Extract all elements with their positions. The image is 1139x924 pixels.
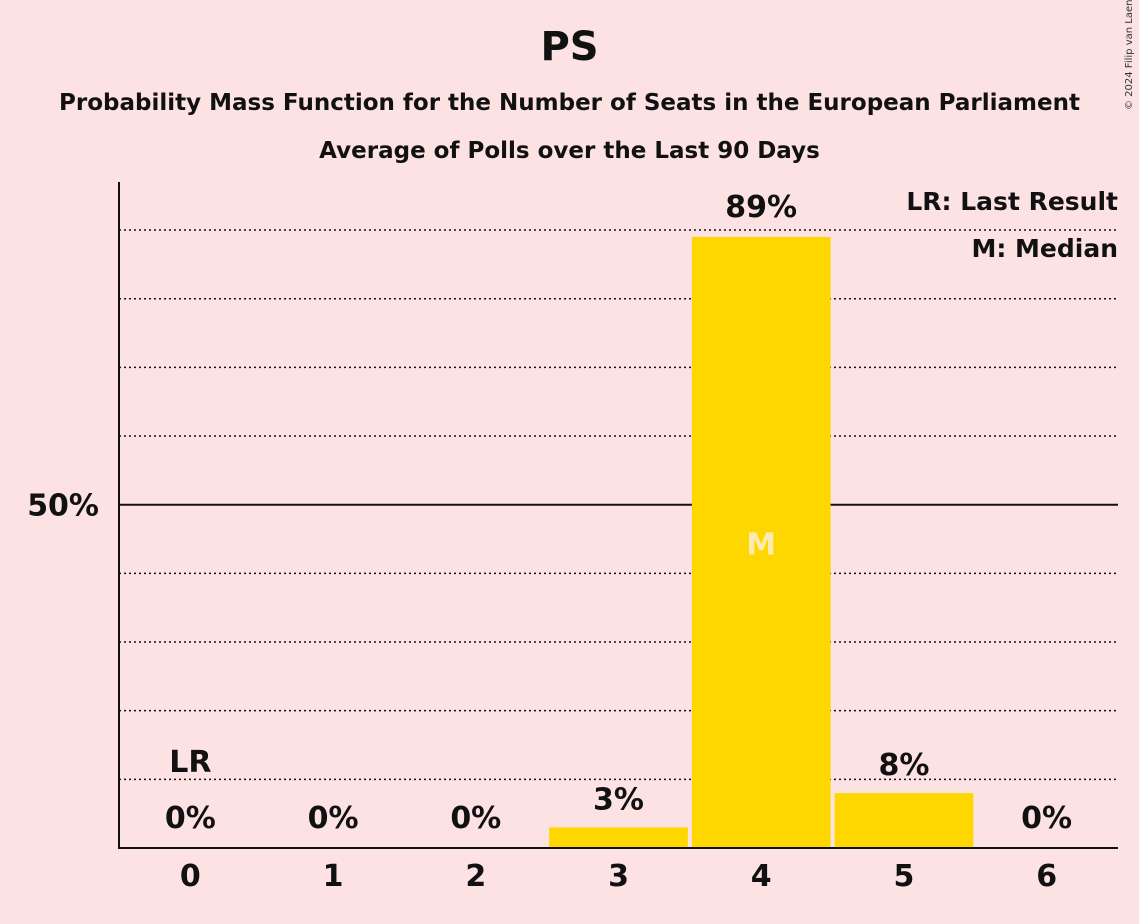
value-label-6: 0% [1021, 801, 1072, 836]
median-marker: M [746, 528, 776, 563]
bar-5 [834, 793, 974, 848]
legend-last-result: LR: Last Result [906, 187, 1118, 216]
bar-4 [691, 236, 831, 848]
legend-median: M: Median [971, 234, 1118, 263]
value-label-2: 0% [450, 801, 501, 836]
bars [549, 236, 974, 848]
axes: 50% 0 1 2 3 4 5 6 [27, 182, 1118, 894]
value-label-5: 8% [878, 748, 929, 783]
value-label-0: 0% [165, 801, 216, 836]
x-tick-label-4: 4 [751, 859, 772, 894]
chart-subtitle: Probability Mass Function for the Number… [59, 90, 1080, 116]
bar-3 [549, 827, 688, 848]
gridlines [119, 229, 1118, 781]
x-tick-label-6: 6 [1036, 859, 1057, 894]
x-tick-label-3: 3 [608, 859, 629, 894]
x-tick-label-5: 5 [893, 859, 914, 894]
chart-subtitle-2: Average of Polls over the Last 90 Days [319, 138, 820, 164]
chart-title: PS [540, 24, 599, 70]
y-tick-label: 50% [27, 489, 99, 524]
value-labels: 0% LR 0% 0% 3% 89% M 8% 0% [165, 190, 1072, 836]
value-label-4: 89% [725, 190, 797, 225]
x-tick-label-0: 0 [180, 859, 201, 894]
last-result-marker: LR [169, 745, 211, 780]
value-label-1: 0% [308, 801, 359, 836]
x-tick-label-1: 1 [323, 859, 344, 894]
x-tick-label-2: 2 [465, 859, 486, 894]
value-label-3: 3% [593, 782, 644, 817]
